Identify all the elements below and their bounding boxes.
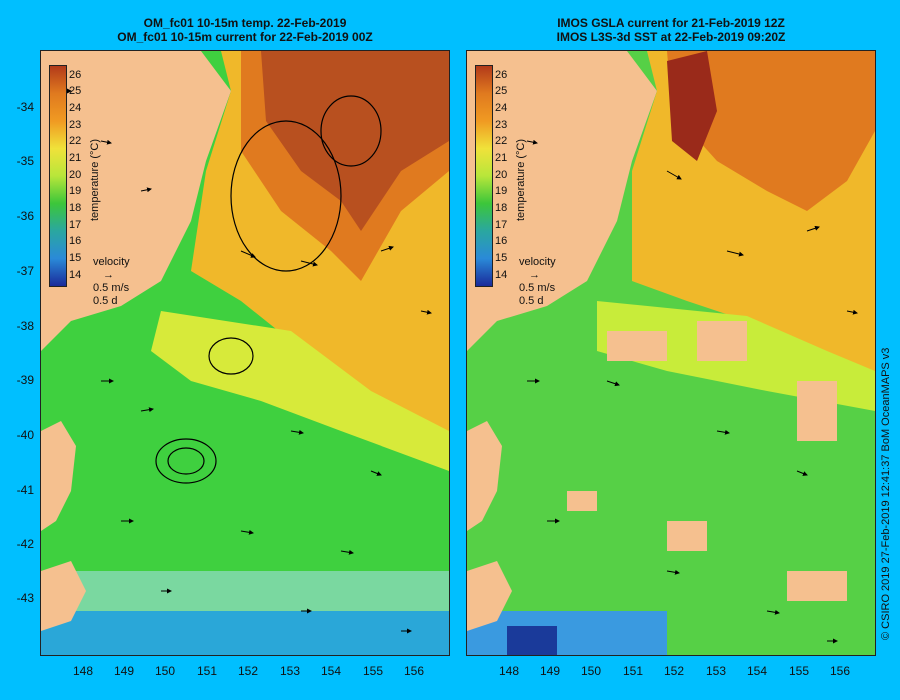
- left-cbar-label-20: 20: [69, 169, 82, 181]
- right-title-line1: IMOS GSLA current for 21-Feb-2019 12Z: [557, 16, 785, 30]
- right-cbar-label-16: 16: [495, 235, 508, 247]
- left-panel-title: OM_fc01 10-15m temp. 22-Feb-2019 OM_fc01…: [40, 16, 450, 44]
- left-lat-tick: -39: [16, 373, 34, 387]
- left-velocity-time: 0.5 d: [93, 295, 118, 307]
- right-sst-field: [467, 51, 875, 655]
- right-lon-tick: 152: [663, 664, 685, 678]
- right-map-panel: 26 25 24 23 22 21 20 19 18 17 16 15 14 t…: [466, 50, 876, 656]
- right-panel-title: IMOS GSLA current for 21-Feb-2019 12Z IM…: [466, 16, 876, 44]
- right-cbar-label-20: 20: [495, 169, 508, 181]
- left-velocity-legend: velocity → 0.5 m/s 0.5 d: [93, 256, 130, 308]
- left-cbar-label-14: 14: [69, 269, 82, 281]
- left-lon-tick: 152: [237, 664, 259, 678]
- left-title-line1: OM_fc01 10-15m temp. 22-Feb-2019: [143, 16, 347, 30]
- right-lon-tick: 148: [498, 664, 520, 678]
- right-lon-tick: 151: [622, 664, 644, 678]
- right-cbar-label-15: 15: [495, 252, 508, 264]
- left-lat-tick: -35: [16, 154, 34, 168]
- left-cbar-label-16: 16: [69, 235, 82, 247]
- right-colorbar: [475, 65, 493, 287]
- left-cbar-label-15: 15: [69, 252, 82, 264]
- left-lon-tick: 150: [154, 664, 176, 678]
- right-cbar-label-17: 17: [495, 219, 508, 231]
- right-velocity-speed: 0.5 m/s: [519, 282, 556, 294]
- credit-text: © CSIRO 2019 27-Feb-2019 12:41:37 BoM Oc…: [880, 347, 892, 640]
- left-lat-tick: -42: [16, 537, 34, 551]
- right-cbar-label-24: 24: [495, 102, 508, 114]
- right-cbar-label-21: 21: [495, 152, 508, 164]
- right-lon-tick: 149: [539, 664, 561, 678]
- left-lon-tick: 148: [72, 664, 94, 678]
- right-velocity-time: 0.5 d: [519, 295, 544, 307]
- left-cbar-label-18: 18: [69, 202, 82, 214]
- left-cbar-label-19: 19: [69, 185, 82, 197]
- right-cbar-label-25: 25: [495, 85, 508, 97]
- right-colorbar-fill: [476, 66, 492, 286]
- left-lat-tick: -36: [16, 209, 34, 223]
- right-cbar-label-19: 19: [495, 185, 508, 197]
- right-lon-tick: 154: [746, 664, 768, 678]
- left-cbar-label-23: 23: [69, 119, 82, 131]
- left-lon-tick: 151: [196, 664, 218, 678]
- right-velocity-label: velocity: [519, 256, 556, 268]
- left-lat-tick: -37: [16, 264, 34, 278]
- left-lat-tick: -34: [16, 100, 34, 114]
- right-cbar-label-14: 14: [495, 269, 508, 281]
- right-cbar-label-18: 18: [495, 202, 508, 214]
- left-colorbar: [49, 65, 67, 287]
- right-velocity-arrow: →: [529, 269, 540, 281]
- left-map-panel: 26 25 24 23 22 21 20 19 18 17 16 15 14 t…: [40, 50, 450, 656]
- left-colorbar-fill: [50, 66, 66, 286]
- left-lat-tick: -43: [16, 591, 34, 605]
- left-lon-tick: 153: [279, 664, 301, 678]
- left-lon-tick: 156: [403, 664, 425, 678]
- right-lon-tick: 153: [705, 664, 727, 678]
- left-cbar-label-22: 22: [69, 135, 82, 147]
- left-lat-tick: -38: [16, 319, 34, 333]
- right-lon-tick: 155: [788, 664, 810, 678]
- right-lon-tick: 150: [580, 664, 602, 678]
- left-temperature-field: [41, 51, 449, 655]
- left-lat-tick: -41: [16, 483, 34, 497]
- left-title-line2: OM_fc01 10-15m current for 22-Feb-2019 0…: [117, 30, 373, 44]
- left-cbar-label-21: 21: [69, 152, 82, 164]
- left-colorbar-title: temperature (°C): [89, 138, 101, 221]
- right-velocity-legend: velocity → 0.5 m/s 0.5 d: [519, 256, 556, 308]
- right-cbar-label-23: 23: [495, 119, 508, 131]
- left-velocity-speed: 0.5 m/s: [93, 282, 130, 294]
- right-colorbar-title: temperature (°C): [515, 138, 527, 221]
- right-title-line2: IMOS L3S-3d SST at 22-Feb-2019 09:20Z: [556, 30, 786, 44]
- left-lat-tick: -40: [16, 428, 34, 442]
- left-lon-tick: 149: [113, 664, 135, 678]
- left-cbar-label-24: 24: [69, 102, 82, 114]
- right-cbar-label-26: 26: [495, 69, 508, 81]
- left-lon-tick: 155: [362, 664, 384, 678]
- right-cbar-label-22: 22: [495, 135, 508, 147]
- right-lon-tick: 156: [829, 664, 851, 678]
- left-cbar-label-25: 25: [69, 85, 82, 97]
- left-lon-tick: 154: [320, 664, 342, 678]
- left-velocity-label: velocity: [93, 256, 130, 268]
- left-cbar-label-26: 26: [69, 69, 82, 81]
- left-velocity-arrow: →: [103, 269, 114, 281]
- left-cbar-label-17: 17: [69, 219, 82, 231]
